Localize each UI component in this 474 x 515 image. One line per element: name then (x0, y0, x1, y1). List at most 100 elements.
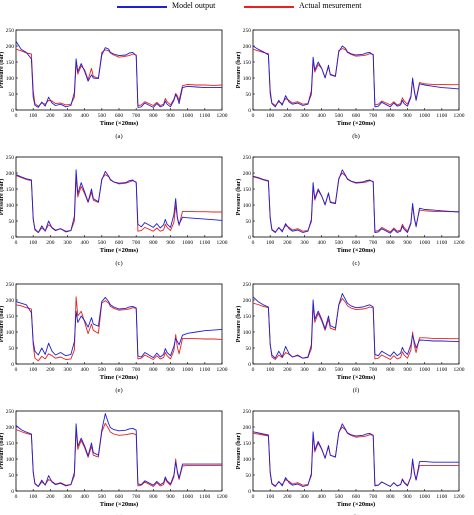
x-tick-label: 1000 (419, 240, 430, 246)
y-axis-label: Pressure (bar) (0, 52, 5, 89)
x-tick-label: 500 (335, 240, 344, 246)
y-tick-label: 100 (243, 457, 252, 463)
y-tick-label: 200 (243, 171, 252, 177)
y-tick-label: 100 (243, 203, 252, 209)
x-tick-label: 200 (46, 113, 55, 119)
x-tick-label: 700 (369, 240, 378, 246)
plot-frame (252, 156, 460, 238)
x-tick-label: 400 (318, 367, 327, 373)
y-tick-label: 200 (243, 298, 252, 304)
x-tick-label: 400 (318, 240, 327, 246)
x-axis-label: Time (×20ms) (100, 501, 138, 508)
x-tick-label: 0 (252, 367, 255, 373)
x-tick-label: 1200 (217, 240, 228, 246)
x-tick-label: 1200 (454, 367, 465, 373)
y-tick-label: 150 (243, 60, 252, 66)
x-tick-label: 1100 (436, 494, 447, 500)
x-tick-label: 400 (81, 113, 90, 119)
x-axis-label: Time (×20ms) (100, 247, 138, 254)
x-tick-label: 200 (46, 367, 55, 373)
x-tick-label: 1000 (182, 240, 193, 246)
y-tick-label: 0 (11, 362, 14, 368)
x-tick-label: 500 (98, 367, 107, 373)
panel-label: (a) (115, 133, 122, 140)
series-line-model-output (252, 45, 460, 108)
x-tick-label: 200 (283, 113, 292, 119)
x-tick-label: 600 (352, 113, 361, 119)
y-axis-label: Pressure (bar) (0, 179, 5, 216)
y-tick-label: 0 (248, 235, 251, 241)
x-tick-label: 1100 (436, 367, 447, 373)
x-tick-label: 100 (29, 113, 38, 119)
series-line-actual-measurement (252, 297, 459, 360)
series-line-model-output (252, 169, 460, 234)
x-tick-label: 800 (149, 494, 158, 500)
x-axis-label: Time (×20ms) (100, 374, 138, 381)
x-tick-label: 200 (283, 494, 292, 500)
x-tick-label: 800 (386, 367, 395, 373)
chart-panel: 0 50 100 150 200 250 0 100 200 300 400 500 600 700 800… (0, 155, 228, 267)
x-tick-label: 600 (352, 367, 361, 373)
x-tick-label: 1100 (199, 494, 210, 500)
y-tick-label: 50 (246, 473, 252, 479)
x-tick-label: 500 (335, 494, 344, 500)
x-tick-label: 400 (81, 240, 90, 246)
x-tick-label: 1000 (419, 367, 430, 373)
chart-panel: 0 50 100 150 200 250 0 100 200 300 400 500 600 700 800… (235, 28, 465, 140)
x-tick-label: 400 (81, 494, 90, 500)
y-tick-label: 100 (6, 457, 15, 463)
chart-panel: 0 50 100 150 200 250 0 100 200 300 400 500 600 700 800… (235, 155, 465, 267)
x-tick-label: 200 (46, 494, 55, 500)
y-tick-label: 150 (243, 187, 252, 193)
x-tick-label: 500 (98, 240, 107, 246)
x-tick-label: 1200 (217, 113, 228, 119)
series-line-model-output (15, 40, 222, 108)
x-tick-label: 700 (369, 494, 378, 500)
x-tick-label: 100 (266, 240, 275, 246)
y-tick-label: 50 (9, 219, 15, 225)
x-tick-label: 900 (166, 240, 175, 246)
x-axis-label: Time (×20ms) (337, 120, 375, 127)
chart-panel: 0 50 100 150 200 250 0 100 200 300 400 500 600 700 800… (235, 282, 465, 394)
y-tick-label: 50 (9, 92, 15, 98)
legend-actual-swatch (244, 6, 294, 8)
chart-panel: 0 50 100 150 200 250 0 100 200 300 400 500 600 700 800… (235, 409, 465, 515)
x-tick-label: 1100 (199, 113, 210, 119)
y-tick-label: 150 (6, 314, 15, 320)
panel-label: (e) (115, 387, 122, 394)
x-tick-label: 700 (369, 367, 378, 373)
x-tick-label: 200 (283, 240, 292, 246)
x-tick-label: 100 (266, 494, 275, 500)
x-tick-label: 200 (283, 367, 292, 373)
x-tick-label: 800 (386, 240, 395, 246)
x-tick-label: 800 (149, 240, 158, 246)
legend: Model output Actual mesurement (0, 0, 474, 16)
y-tick-label: 100 (243, 330, 252, 336)
y-axis-label: Pressure (bar) (0, 433, 5, 470)
x-tick-label: 1200 (454, 494, 465, 500)
y-tick-label: 250 (6, 28, 15, 34)
x-tick-label: 800 (149, 113, 158, 119)
y-tick-label: 150 (6, 60, 15, 66)
x-tick-label: 1000 (182, 494, 193, 500)
x-tick-label: 800 (386, 494, 395, 500)
panel-label: (f) (353, 387, 360, 394)
y-tick-label: 0 (248, 108, 251, 114)
x-tick-label: 0 (252, 240, 255, 246)
x-tick-label: 1000 (182, 113, 193, 119)
x-tick-label: 200 (46, 240, 55, 246)
y-axis-label: Pressure (bar) (235, 433, 242, 470)
x-tick-label: 1200 (217, 367, 228, 373)
series-line-model-output (15, 413, 222, 487)
x-tick-label: 1100 (436, 113, 447, 119)
x-tick-label: 1000 (419, 494, 430, 500)
plot-frame (15, 283, 223, 365)
x-tick-label: 100 (29, 367, 38, 373)
y-tick-label: 200 (6, 171, 15, 177)
x-tick-label: 300 (300, 113, 309, 119)
y-tick-label: 250 (243, 28, 252, 34)
x-tick-label: 300 (300, 494, 309, 500)
legend-model-label: Model output (172, 1, 216, 10)
x-tick-label: 700 (369, 113, 378, 119)
x-tick-label: 900 (403, 240, 412, 246)
